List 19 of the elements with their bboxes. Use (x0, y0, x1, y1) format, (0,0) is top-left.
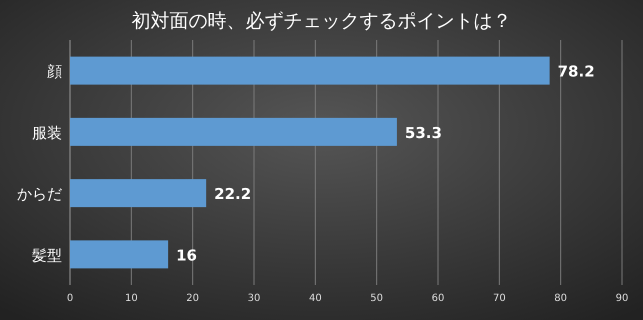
data-label: 22.2 (214, 185, 252, 204)
x-tick-label: 20 (186, 293, 200, 304)
y-tick-label: 服装 (32, 124, 62, 142)
chart-title: 初対面の時、必ずチェックするポイントは？ (132, 10, 512, 32)
x-tick-label: 40 (308, 293, 322, 304)
data-label: 53.3 (404, 124, 442, 142)
data-label: 16 (176, 246, 198, 264)
x-tick-label: 80 (554, 293, 568, 304)
x-tick-label: 60 (432, 293, 444, 304)
y-tick-label: 顔 (47, 62, 62, 81)
x-tick-label: 50 (370, 293, 384, 304)
x-tick-label: 10 (124, 293, 138, 304)
x-tick-label: 90 (616, 293, 628, 304)
y-tick-label: からだ (17, 185, 62, 204)
x-tick-label: 0 (66, 293, 74, 304)
y-tick-label: 髪型 (32, 246, 62, 264)
x-tick-label: 30 (248, 293, 260, 304)
data-label: 78.2 (558, 62, 595, 81)
x-tick-label: 70 (492, 293, 506, 304)
